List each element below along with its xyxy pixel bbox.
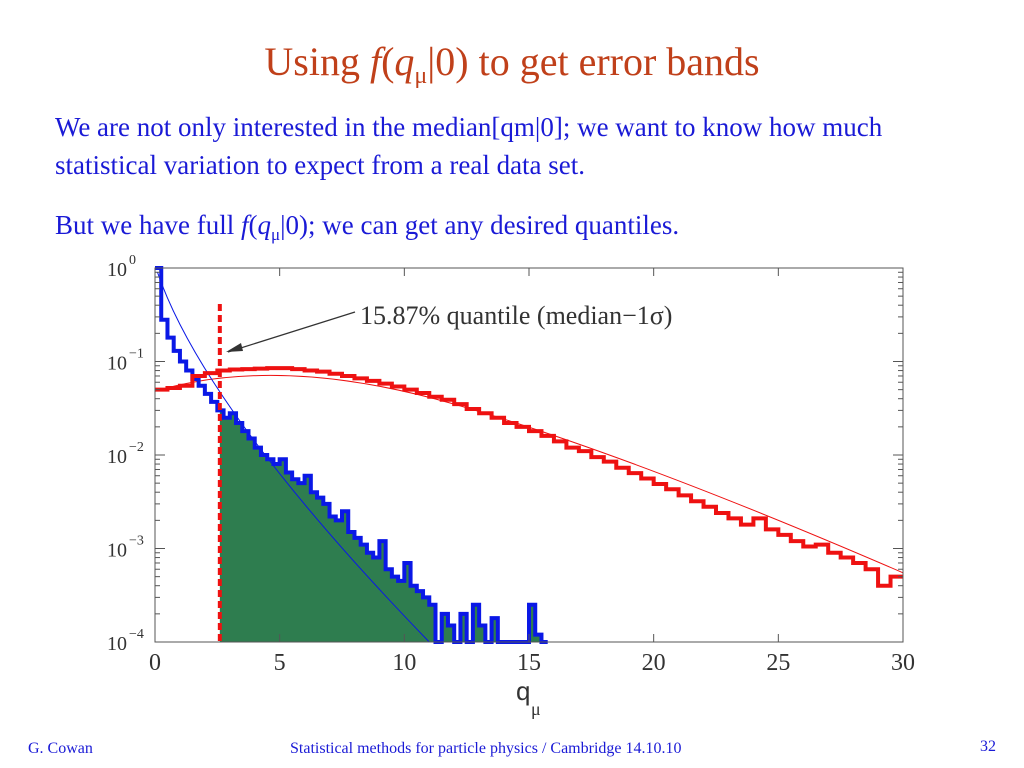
x-tick-label: 15 <box>517 650 541 676</box>
annotation-arrow <box>227 311 356 353</box>
y-tick-exponent: −1 <box>129 347 144 362</box>
slide-title: Using f(qμ|0) to get error bands <box>264 39 760 89</box>
y-tick-label: 10 <box>107 633 127 655</box>
x-tick-label: 10 <box>392 650 416 676</box>
y-tick-label: 10 <box>107 259 127 281</box>
quantile-annotation: 15.87% quantile (median−1σ) <box>360 301 672 330</box>
annotation-arrowhead <box>226 343 243 352</box>
page-number: 32 <box>980 738 996 755</box>
x-tick-label: 20 <box>642 650 666 676</box>
y-tick-label: 10 <box>107 446 127 468</box>
y-tick-exponent: −3 <box>129 534 144 549</box>
footer-course: Statistical methods for particle physics… <box>290 740 682 757</box>
x-tick-label: 25 <box>766 650 790 676</box>
y-tick-exponent: 0 <box>129 253 136 268</box>
y-tick-label: 10 <box>107 353 127 375</box>
x-tick-label: 5 <box>274 650 286 676</box>
x-axis-label-sub: μ <box>531 699 541 719</box>
paragraph-quantiles: But we have full f(qμ|0); we can get any… <box>55 210 680 244</box>
series-red-histogram <box>155 366 903 588</box>
x-tick-label: 30 <box>891 650 915 676</box>
paragraph-median: We are not only interested in the median… <box>55 112 883 180</box>
x-tick-label: 0 <box>149 650 161 676</box>
tail-fill-area <box>219 410 548 642</box>
y-tick-exponent: −4 <box>129 627 144 642</box>
y-tick-exponent: −2 <box>129 440 144 455</box>
footer-author: G. Cowan <box>28 740 93 757</box>
y-tick-label: 10 <box>107 540 127 562</box>
x-axis-label: q <box>516 676 530 706</box>
